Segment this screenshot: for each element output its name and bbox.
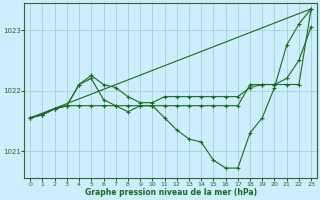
X-axis label: Graphe pression niveau de la mer (hPa): Graphe pression niveau de la mer (hPa) [84, 188, 257, 197]
